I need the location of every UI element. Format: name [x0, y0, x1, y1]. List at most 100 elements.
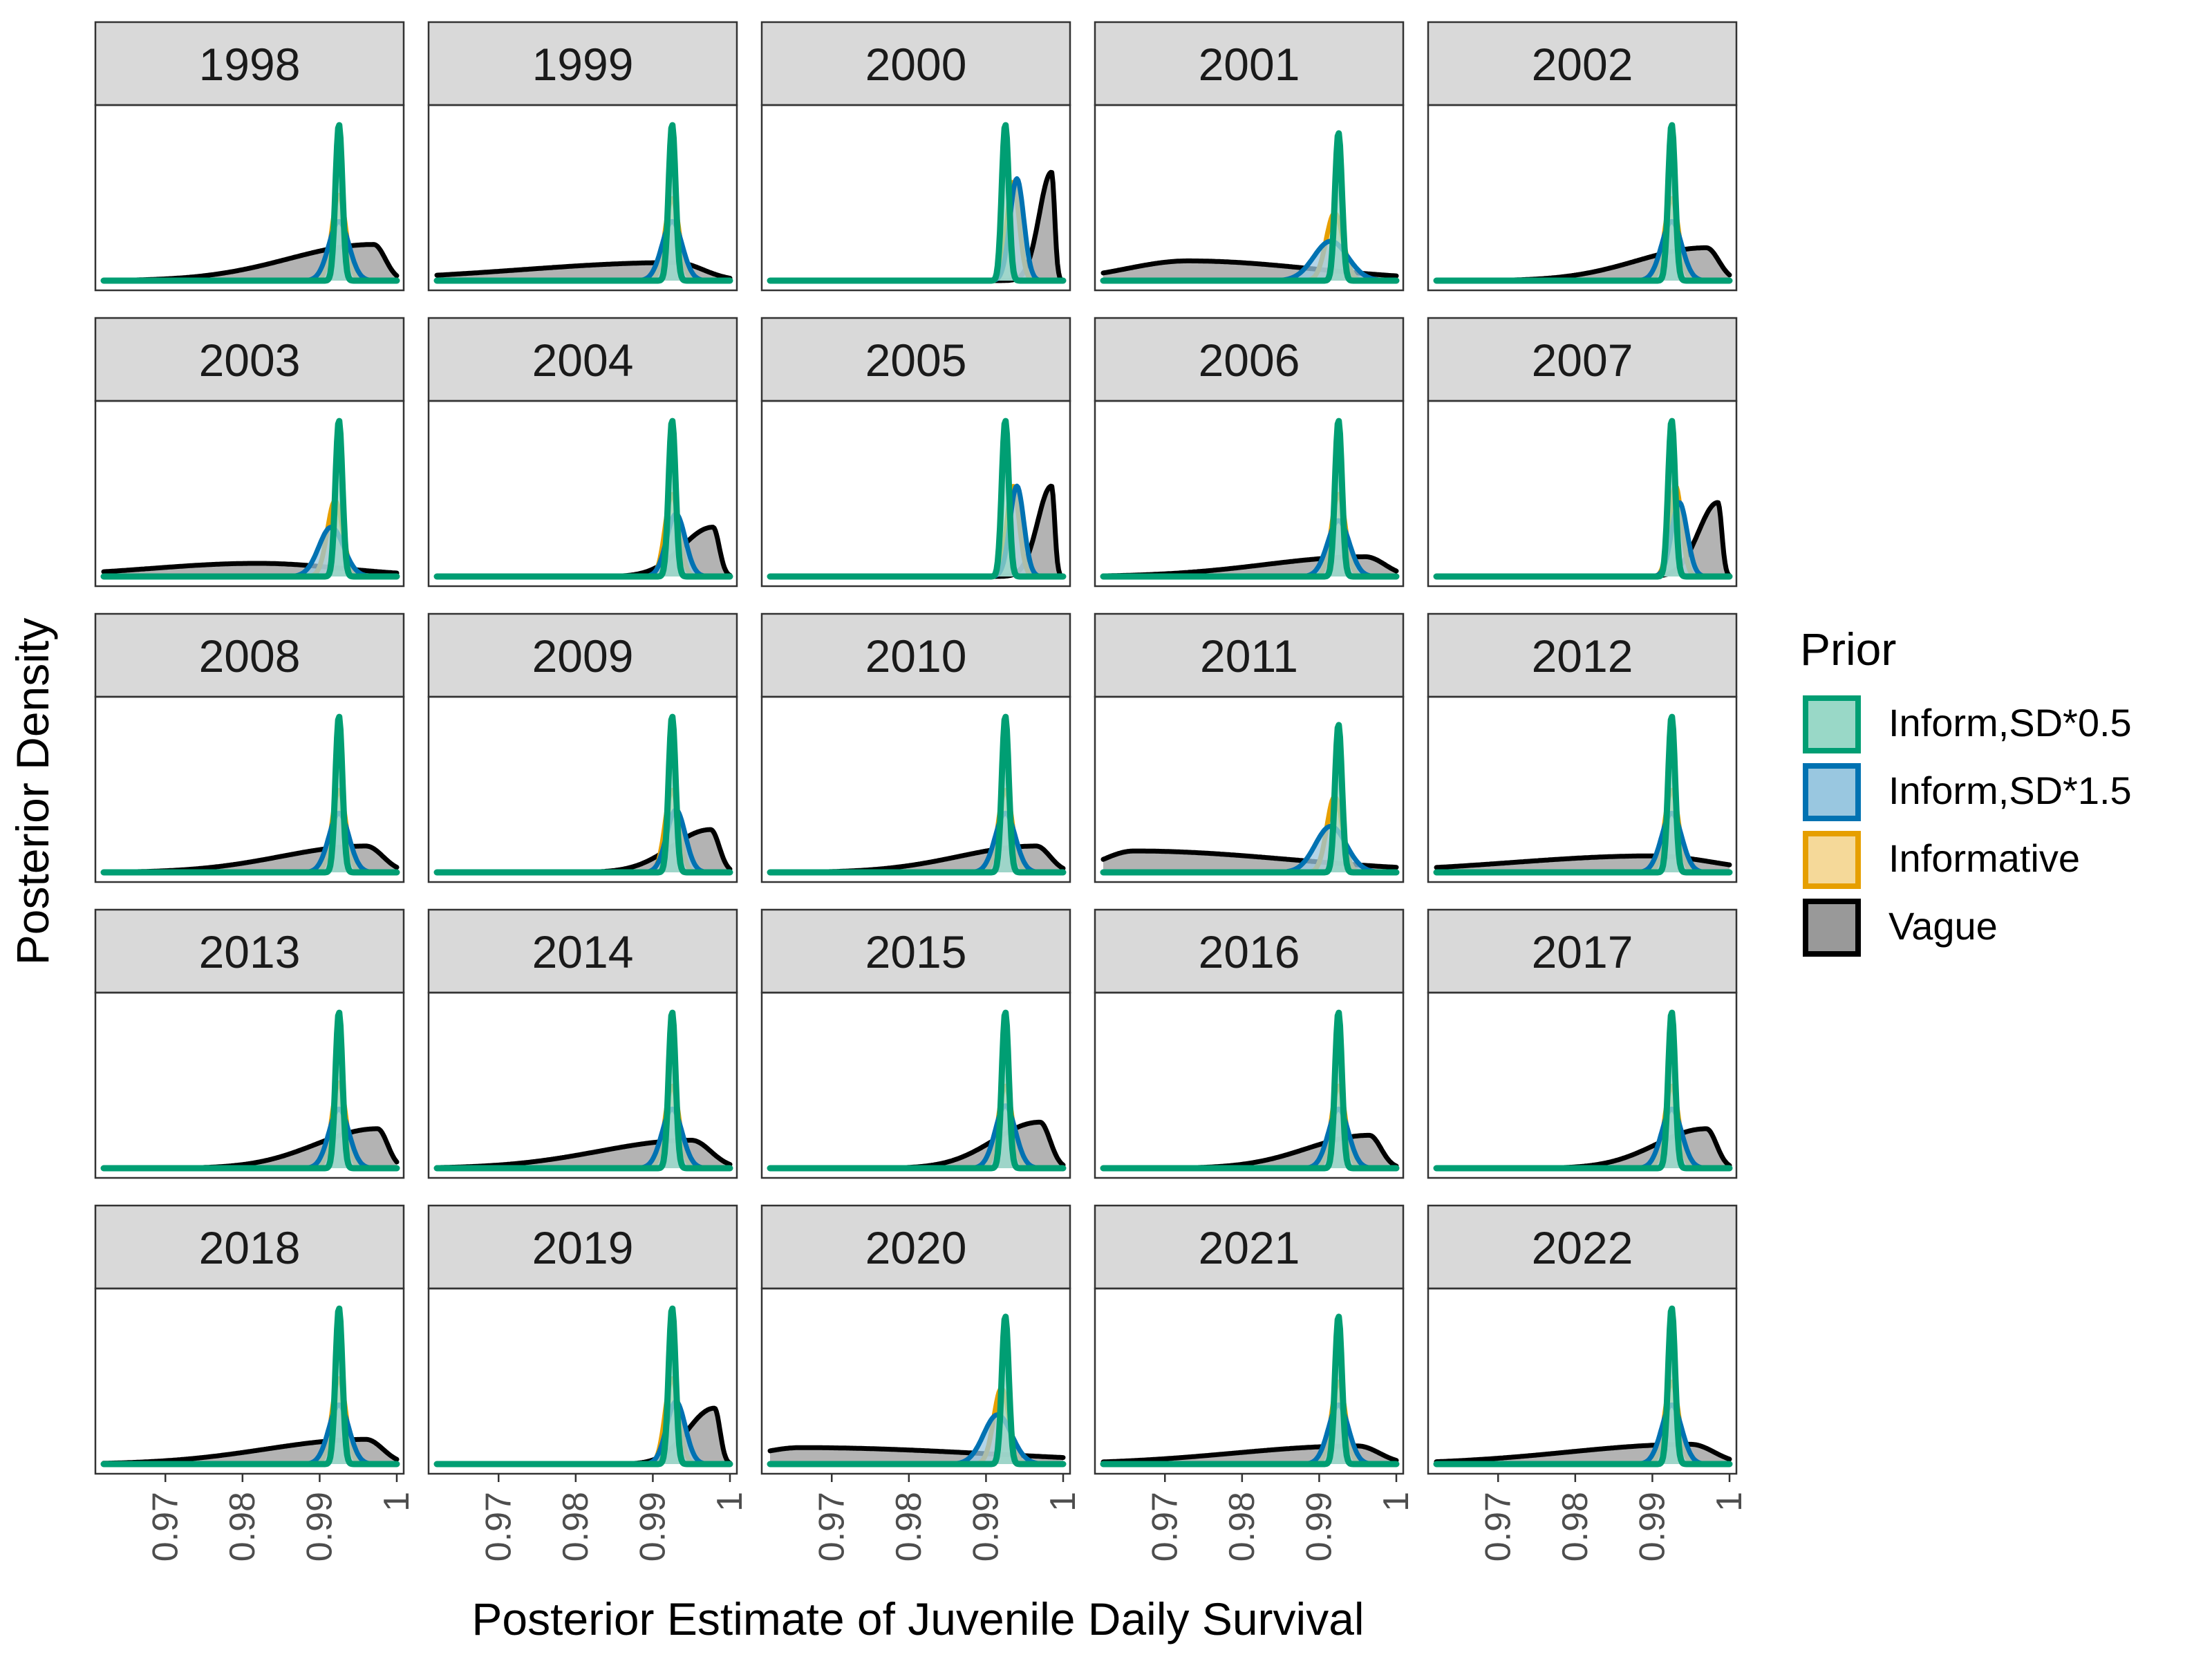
- facet-strip: [1427, 21, 1738, 106]
- facet-plot: [1100, 722, 1400, 876]
- facet-2015: 2015: [760, 908, 1071, 1179]
- x-tick-label: 0.97: [1478, 1492, 1518, 1562]
- facet-strip-label: 2016: [1199, 926, 1300, 977]
- legend-title: Prior: [1800, 624, 1896, 675]
- density-area-inform-sd-0-5: [1103, 133, 1396, 281]
- facet-2001: 2001: [1094, 21, 1405, 292]
- facet-panel-border: [760, 400, 1071, 588]
- facet-panel-border: [427, 104, 738, 292]
- facet-strip: [760, 1204, 1071, 1290]
- density-line-inform-sd-0-5: [767, 1009, 1067, 1172]
- x-tick-label: 1: [710, 1492, 750, 1512]
- facet-strip-label: 2007: [1532, 335, 1633, 386]
- facet-plot: [433, 122, 733, 284]
- x-tick-label: 0.99: [632, 1492, 673, 1562]
- x-tick-label: 0.99: [966, 1492, 1006, 1562]
- facet-plot: [767, 122, 1067, 284]
- facet-panel-border: [1427, 991, 1738, 1179]
- facet-2004: 2004: [427, 317, 738, 588]
- x-tick-label: 0.98: [1555, 1492, 1595, 1562]
- facet-2012: 2012: [1427, 612, 1738, 883]
- facet-2000: 2000: [760, 21, 1071, 292]
- x-tick-label: 0.97: [1145, 1492, 1185, 1562]
- facet-strip: [1094, 317, 1405, 402]
- facet-strip: [1094, 1204, 1405, 1290]
- facet-strip: [760, 317, 1071, 402]
- facet-strip-label: 2001: [1199, 39, 1300, 90]
- density-area-vague: [437, 1408, 730, 1464]
- facet-2008: 2008: [94, 612, 405, 883]
- x-tick-label: 1: [1709, 1492, 1750, 1512]
- density-line-inform-sd-0-5: [100, 1009, 400, 1172]
- facet-panel-border: [427, 1287, 738, 1475]
- facet-strip: [427, 317, 738, 402]
- facet-panel-border: [94, 991, 405, 1179]
- facet-strip-label: 2004: [532, 335, 634, 386]
- facet-2005: 2005: [760, 317, 1071, 588]
- facet-strip: [427, 612, 738, 698]
- x-tick-label: 0.99: [1632, 1492, 1672, 1562]
- density-line-inform-sd-0-5: [1433, 1009, 1733, 1172]
- facet-plot: [767, 713, 1067, 876]
- density-area-inform-sd-0-5: [770, 1013, 1063, 1168]
- facet-2021: 2021 0.97 0.98 0.99 1: [1094, 1204, 1416, 1562]
- x-tick-label: 0.99: [1299, 1492, 1339, 1562]
- x-tick-label: 1: [1376, 1492, 1416, 1512]
- density-area-inform-sd-0-5: [1103, 1013, 1396, 1168]
- facet-plot: [433, 418, 733, 580]
- facet-panel-border: [94, 1287, 405, 1475]
- x-tick-label: 0.97: [478, 1492, 518, 1562]
- facet-2009: 2009: [427, 612, 738, 883]
- facet-plot: [767, 1009, 1067, 1172]
- facet-strip: [760, 21, 1071, 106]
- density-area-inform-sd-0-5: [1436, 421, 1730, 577]
- legend-label: Informative: [1888, 836, 2080, 880]
- facet-panel-border: [427, 400, 738, 588]
- facet-strip-label: 1998: [199, 39, 301, 90]
- facet-panel-border: [94, 695, 405, 883]
- facet-2002: 2002: [1427, 21, 1738, 292]
- density-line-inform-sd-0-5: [100, 713, 400, 876]
- facet-plot: [1100, 418, 1400, 580]
- facet-strip-label: 2000: [865, 39, 967, 90]
- density-line-inform-sd-0-5: [100, 1305, 400, 1468]
- facet-panel-border: [1094, 695, 1405, 883]
- facet-1998: 1998: [94, 21, 405, 292]
- legend-key-informative: [1803, 831, 1861, 889]
- x-axis-label: Posterior Estimate of Juvenile Daily Sur…: [471, 1593, 1364, 1644]
- density-area-inform-sd-0-5: [1103, 421, 1396, 577]
- facet-panel-border: [1427, 1287, 1738, 1475]
- facet-strip: [1427, 908, 1738, 994]
- density-area-inform-sd-1-5: [1103, 241, 1396, 281]
- facet-strip-label: 2011: [1200, 630, 1298, 682]
- density-line-inform-sd-0-5: [433, 1305, 733, 1468]
- density-line-inform-sd-0-5: [1433, 122, 1733, 284]
- x-tick-label: 1: [377, 1492, 417, 1512]
- facet-strip-label: 2005: [865, 335, 967, 386]
- facet-2019: 2019 0.97 0.98 0.99 1: [427, 1204, 750, 1562]
- facet-panel-border: [760, 104, 1071, 292]
- facet-plot: [433, 1305, 733, 1468]
- density-area-inform-sd-0-5: [1103, 1316, 1396, 1464]
- facet-strip-label: 2018: [199, 1222, 301, 1273]
- facet-1999: 1999: [427, 21, 738, 292]
- density-area-inform-sd-0-5: [1436, 1309, 1730, 1464]
- density-area-inform-sd-0-5: [437, 421, 730, 577]
- facet-2006: 2006: [1094, 317, 1405, 588]
- facet-panel-border: [427, 991, 738, 1179]
- density-line-inform-sd-0-5: [433, 713, 733, 876]
- density-line-inform-sd-0-5: [433, 1009, 733, 1172]
- density-line-inform-sd-0-5: [767, 122, 1067, 284]
- facet-plot: [433, 713, 733, 876]
- facet-strip-label: 2002: [1532, 39, 1633, 90]
- facet-strip: [760, 908, 1071, 994]
- facet-panel-border: [1427, 104, 1738, 292]
- facet-2003: 2003: [94, 317, 405, 588]
- facet-plot: [1433, 122, 1733, 284]
- facet-strip-label: 2019: [532, 1222, 634, 1273]
- facet-strip-label: 2013: [199, 926, 301, 977]
- density-line-inform-sd-0-5: [1100, 1313, 1400, 1468]
- legend-label: Inform,SD*0.5: [1888, 701, 2132, 744]
- x-tick-label: 0.97: [812, 1492, 852, 1562]
- x-tick-label: 0.98: [889, 1492, 929, 1562]
